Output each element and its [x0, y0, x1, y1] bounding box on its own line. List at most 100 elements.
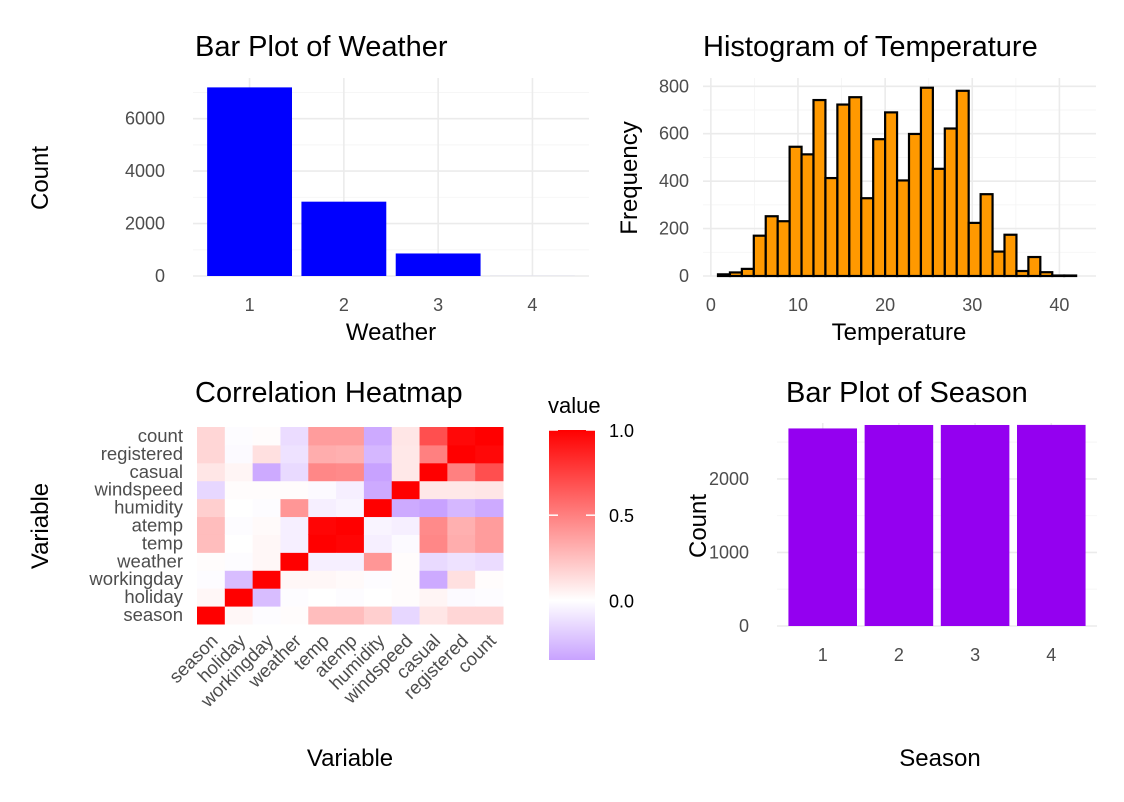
y-tick-label: 600 — [659, 124, 689, 144]
heatmap-cell — [363, 498, 393, 518]
heatmap-cell — [391, 570, 421, 589]
heatmap-cell — [280, 606, 309, 625]
heatmap-cell — [419, 498, 448, 518]
heatmap-legend: value 1.0 0.5 0.0 — [548, 393, 634, 660]
heatmap-cell — [336, 570, 365, 589]
heatmap-cell — [419, 516, 448, 535]
histogram-bin — [884, 111, 899, 278]
y-tick-label: 0 — [155, 266, 165, 286]
heatmap-cell — [224, 480, 254, 500]
heatmap-cell — [252, 462, 281, 482]
heatmap-cell — [336, 462, 365, 482]
heatmap-cell — [308, 444, 337, 464]
heatmap-y-axis-title: Variable — [27, 483, 54, 569]
heatmap-cell — [391, 534, 421, 553]
bar — [207, 87, 292, 276]
heatmap-cell — [280, 427, 309, 446]
heatmap-cell — [475, 444, 504, 464]
heatmap-cell — [252, 444, 281, 464]
heatmap-cell — [308, 606, 337, 625]
bar — [1017, 424, 1086, 626]
histogram-bin — [752, 234, 767, 278]
heatmap-cell — [336, 480, 365, 500]
heatmap-cell — [308, 516, 337, 535]
x-tick-label: 0 — [706, 295, 716, 315]
heatmap-cell — [308, 498, 337, 518]
heatmap-cell — [280, 570, 309, 589]
heatmap-cell — [197, 427, 226, 446]
x-tick-label: 3 — [970, 645, 980, 665]
heatmap-cell — [280, 444, 309, 464]
heatmap-cell — [197, 606, 226, 625]
heatmap-cell — [447, 462, 476, 482]
heatmap-cell — [447, 498, 476, 518]
heatmap-cell — [475, 570, 504, 589]
histogram-bin — [872, 138, 887, 278]
x-tick-label: 2 — [894, 645, 904, 665]
heatmap-cell — [391, 552, 421, 571]
heatmap-cell — [197, 462, 226, 482]
heatmap-cell — [336, 606, 365, 625]
heatmap-cell — [391, 588, 421, 607]
x-tick-label: 4 — [1046, 645, 1056, 665]
heatmap-cell — [224, 444, 254, 464]
heatmap-cell — [308, 534, 337, 553]
histogram-bin — [740, 267, 755, 278]
heatmap-cell — [475, 462, 504, 482]
bar — [940, 424, 1010, 626]
heatmap-cell — [419, 588, 448, 607]
histogram-bin — [907, 132, 923, 278]
y-tick-label: season — [123, 604, 183, 625]
heatmap-title: Correlation Heatmap — [195, 377, 463, 409]
bar — [301, 201, 387, 276]
x-tick-label: 10 — [788, 295, 808, 315]
heatmap-cell — [363, 606, 393, 625]
heatmap-cell — [363, 516, 393, 535]
heatmap-cell — [336, 516, 365, 535]
heatmap-cell — [308, 427, 337, 446]
histogram-bin — [848, 96, 863, 278]
heatmap-cell — [224, 588, 254, 607]
x-tick-label: 2 — [339, 295, 349, 315]
heatmap-cell — [391, 606, 421, 625]
heatmap-cell — [419, 480, 448, 500]
heatmap-cell — [224, 606, 254, 625]
histogram-bin — [836, 103, 851, 278]
heatmap-cell — [475, 606, 504, 625]
heatmap-cell — [447, 516, 476, 535]
heatmap-cell — [475, 480, 504, 500]
heatmap-cell — [224, 498, 254, 518]
heatmap-cell — [391, 480, 421, 500]
heatmap-cell — [419, 570, 448, 589]
legend-color-bar — [549, 430, 595, 660]
heatmap-cell — [419, 552, 448, 571]
histogram-bin — [776, 220, 791, 278]
y-tick-label: registered — [101, 443, 183, 464]
heatmap-cell — [447, 427, 476, 446]
y-tick-label: casual — [130, 461, 183, 482]
bar — [864, 424, 934, 626]
heatmap-cell — [224, 552, 254, 571]
heatmap-cell — [336, 444, 365, 464]
heatmap-cell — [197, 570, 226, 589]
heatmap-cell — [224, 462, 254, 482]
heatmap-cell — [197, 498, 226, 518]
histogram-bin — [1003, 233, 1018, 278]
heatmap-cell — [475, 498, 504, 518]
heatmap-cell — [447, 588, 476, 607]
y-tick-label: 0 — [739, 616, 749, 636]
heatmap-cell — [336, 552, 365, 571]
legend-tick-label: 0.0 — [609, 591, 634, 611]
heatmap-cell — [336, 588, 365, 607]
heatmap-cell — [391, 498, 421, 518]
heatmap-cell — [447, 444, 476, 464]
histogram-bin — [895, 179, 911, 278]
heatmap-x-axis-title: Variable — [307, 745, 393, 772]
heatmap-cell — [391, 444, 421, 464]
y-tick-label: 2000 — [125, 214, 165, 234]
heatmap-cell — [280, 534, 309, 553]
heatmap-cell — [252, 516, 281, 535]
heatmap-cell — [197, 588, 226, 607]
heatmap-cell — [475, 534, 504, 553]
y-tick-label: 400 — [659, 171, 689, 191]
